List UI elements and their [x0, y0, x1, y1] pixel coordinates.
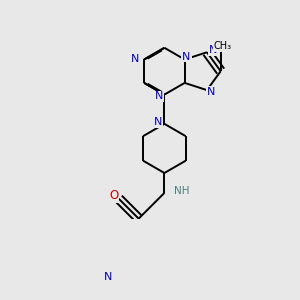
Text: NH: NH [175, 186, 190, 197]
Text: N: N [182, 52, 191, 61]
Text: N: N [209, 46, 218, 56]
Text: N: N [155, 92, 163, 101]
Text: N: N [131, 55, 139, 64]
Text: CH₃: CH₃ [213, 41, 232, 51]
Text: N: N [104, 272, 113, 282]
Text: N: N [207, 87, 215, 97]
Text: O: O [109, 189, 118, 203]
Text: N: N [154, 117, 162, 127]
